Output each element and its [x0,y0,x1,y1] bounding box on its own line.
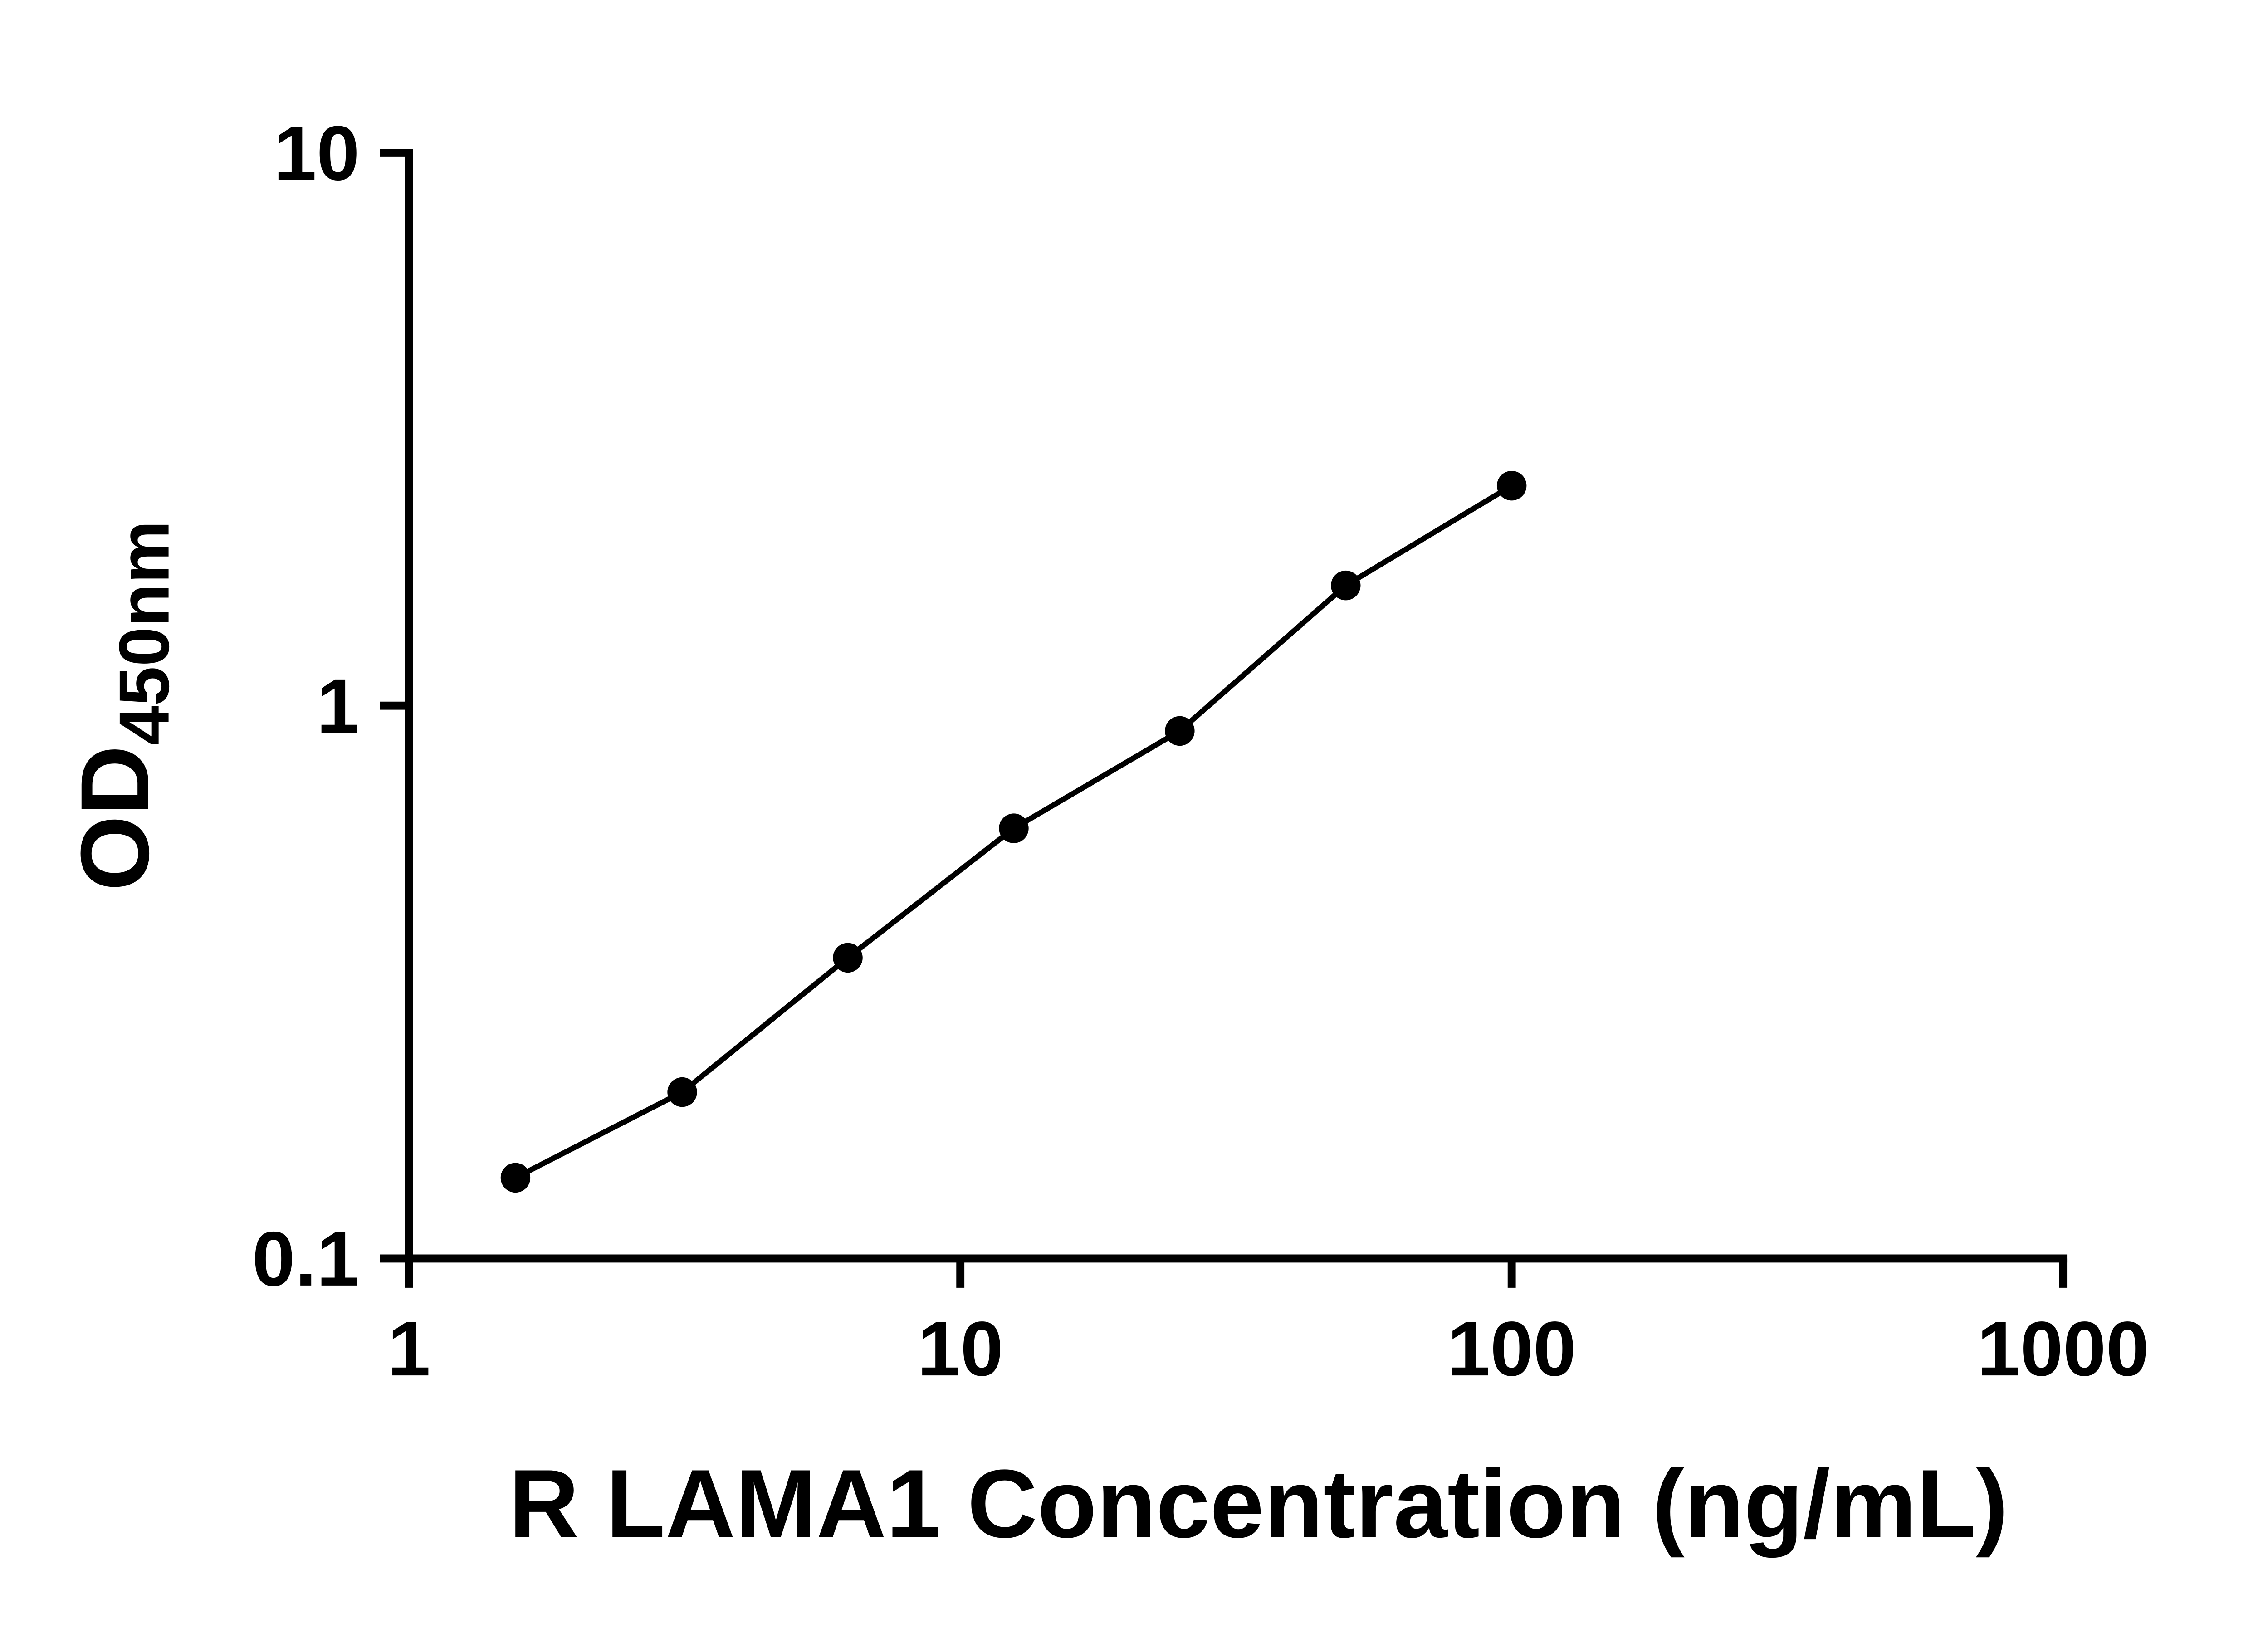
y-axis-tick-label: 0.1 [252,1216,360,1302]
x-axis-title: R LAMA1 Concentration (ng/mL) [509,1450,2008,1558]
data-point-marker [1331,570,1361,601]
data-point-marker [500,1163,531,1193]
y-axis-title-main: OD [61,745,169,891]
data-point-marker [1165,716,1195,746]
plot-area: 1 10 100 1000 0.1 1 10 [252,110,2149,1392]
x-axis-tick-label: 100 [1447,1306,1576,1392]
data-point-marker [667,1077,697,1107]
y-axis-tick-label: 10 [274,110,360,196]
x-axis-tick-label: 1000 [1977,1306,2149,1392]
data-point-marker [1496,470,1527,501]
axes-spine [405,148,2068,1263]
y-axis-title-subscript: 450nm [105,520,184,745]
x-axis-tick-label: 10 [917,1306,1003,1392]
data-point-marker [833,943,863,973]
y-axis-tick-label: 1 [317,663,360,749]
y-axis-title: OD450nm [61,520,184,891]
x-axis-tick-label: 1 [387,1306,430,1392]
data-point-marker [999,813,1029,843]
